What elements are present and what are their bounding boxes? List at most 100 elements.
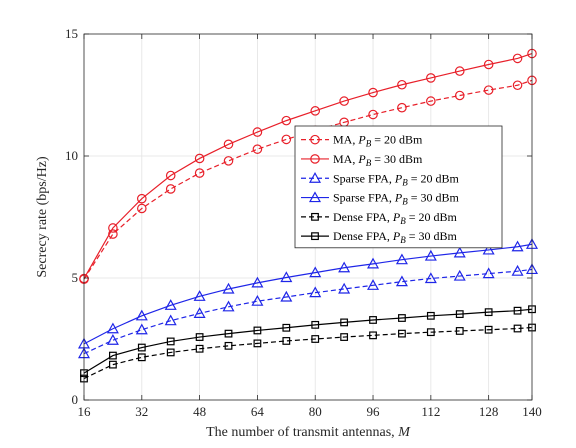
data-point	[224, 329, 233, 338]
y-tick-label: 0	[72, 392, 79, 407]
x-tick-label: 48	[193, 404, 206, 419]
data-point	[194, 168, 205, 178]
data-point	[281, 134, 292, 145]
data-point	[454, 66, 465, 76]
series-5	[80, 323, 536, 383]
series-line	[83, 268, 533, 355]
legend-label: Sparse FPA, PB = 20 dBm	[333, 171, 460, 187]
x-tick-label: 112	[421, 404, 440, 419]
legend-item: Dense FPA, PB = 20 dBm	[301, 210, 458, 226]
data-point	[340, 318, 349, 327]
legend-box	[294, 125, 503, 249]
data-point	[338, 261, 351, 273]
data-point	[165, 184, 176, 194]
data-point	[106, 333, 119, 345]
data-point	[512, 80, 523, 91]
data-point	[482, 267, 495, 279]
data-point	[426, 328, 435, 337]
data-point	[195, 344, 204, 353]
data-point	[137, 353, 146, 362]
legend-label: MA, PB = 30 dBm	[333, 152, 423, 168]
data-point	[455, 327, 464, 335]
data-point	[453, 269, 466, 281]
data-point	[340, 333, 349, 341]
plot-frame	[83, 33, 533, 401]
x-tick-label: 128	[479, 404, 499, 419]
y-axis-label: Secrecy rate (bps/Hz)	[35, 156, 50, 278]
data-point	[338, 282, 351, 294]
data-point	[222, 282, 235, 294]
legend-marker	[308, 172, 322, 183]
legend-marker	[308, 191, 322, 203]
data-point	[513, 306, 522, 315]
legend-item: Sparse FPA, PB = 20 dBm	[301, 171, 460, 187]
data-point	[453, 246, 466, 258]
data-point	[395, 253, 408, 265]
series-line	[83, 52, 533, 279]
data-point	[511, 240, 524, 252]
data-point	[165, 170, 176, 181]
series-line	[83, 308, 533, 374]
data-point	[424, 249, 437, 261]
data-point	[397, 102, 407, 113]
data-point	[193, 307, 206, 318]
data-point	[223, 139, 234, 150]
x-tick-label: 64	[251, 404, 265, 419]
data-point	[135, 309, 148, 321]
data-point	[368, 87, 378, 98]
data-point	[309, 286, 322, 298]
legend-item: MA, PB = 30 dBm	[301, 152, 423, 168]
y-tick-label: 10	[65, 148, 78, 163]
data-point	[108, 229, 118, 239]
data-point	[424, 272, 437, 284]
data-point	[281, 115, 292, 126]
data-point	[109, 351, 117, 360]
legend: MA, PB = 20 dBm MA, PB = 30 dBm Sparse FPA…	[294, 125, 503, 249]
data-point	[137, 343, 146, 352]
data-point	[397, 79, 407, 90]
data-point	[454, 90, 465, 101]
legend-marker	[311, 232, 319, 241]
data-point	[166, 348, 175, 357]
y-tick-label: 5	[72, 270, 79, 285]
x-tick-label: 16	[78, 404, 92, 419]
data-point	[135, 323, 148, 335]
data-point	[367, 279, 380, 290]
data-point	[511, 264, 524, 276]
legend-item: MA, PB = 20 dBm	[301, 133, 423, 149]
data-point	[398, 329, 406, 338]
legend-marker	[310, 154, 320, 164]
data-point	[398, 314, 406, 322]
data-point	[368, 109, 378, 120]
legend-marker	[310, 134, 320, 145]
data-point	[164, 314, 177, 326]
data-point	[193, 290, 206, 301]
data-point	[426, 311, 435, 320]
legend-item: Dense FPA, PB = 30 dBm	[301, 229, 458, 245]
data-point	[483, 85, 494, 95]
data-point	[369, 316, 377, 324]
series-line	[83, 326, 533, 380]
data-point	[251, 294, 264, 306]
data-point	[109, 360, 117, 369]
data-point	[106, 322, 119, 334]
data-point	[426, 96, 436, 106]
data-point	[310, 106, 321, 116]
data-point	[395, 275, 408, 287]
data-point	[367, 257, 380, 269]
data-point	[483, 59, 494, 70]
x-tick-label: 140	[522, 404, 542, 419]
data-point	[222, 300, 235, 312]
data-point	[426, 73, 436, 83]
data-point	[252, 144, 263, 154]
data-point	[339, 96, 349, 106]
data-point	[280, 290, 293, 302]
x-axis-label: The number of transmit antennas, M	[206, 425, 411, 440]
data-point	[137, 203, 147, 214]
legend-marker	[311, 212, 319, 221]
data-point	[309, 266, 322, 278]
series-line	[83, 243, 533, 345]
data-point	[166, 337, 175, 346]
data-point	[253, 339, 262, 348]
